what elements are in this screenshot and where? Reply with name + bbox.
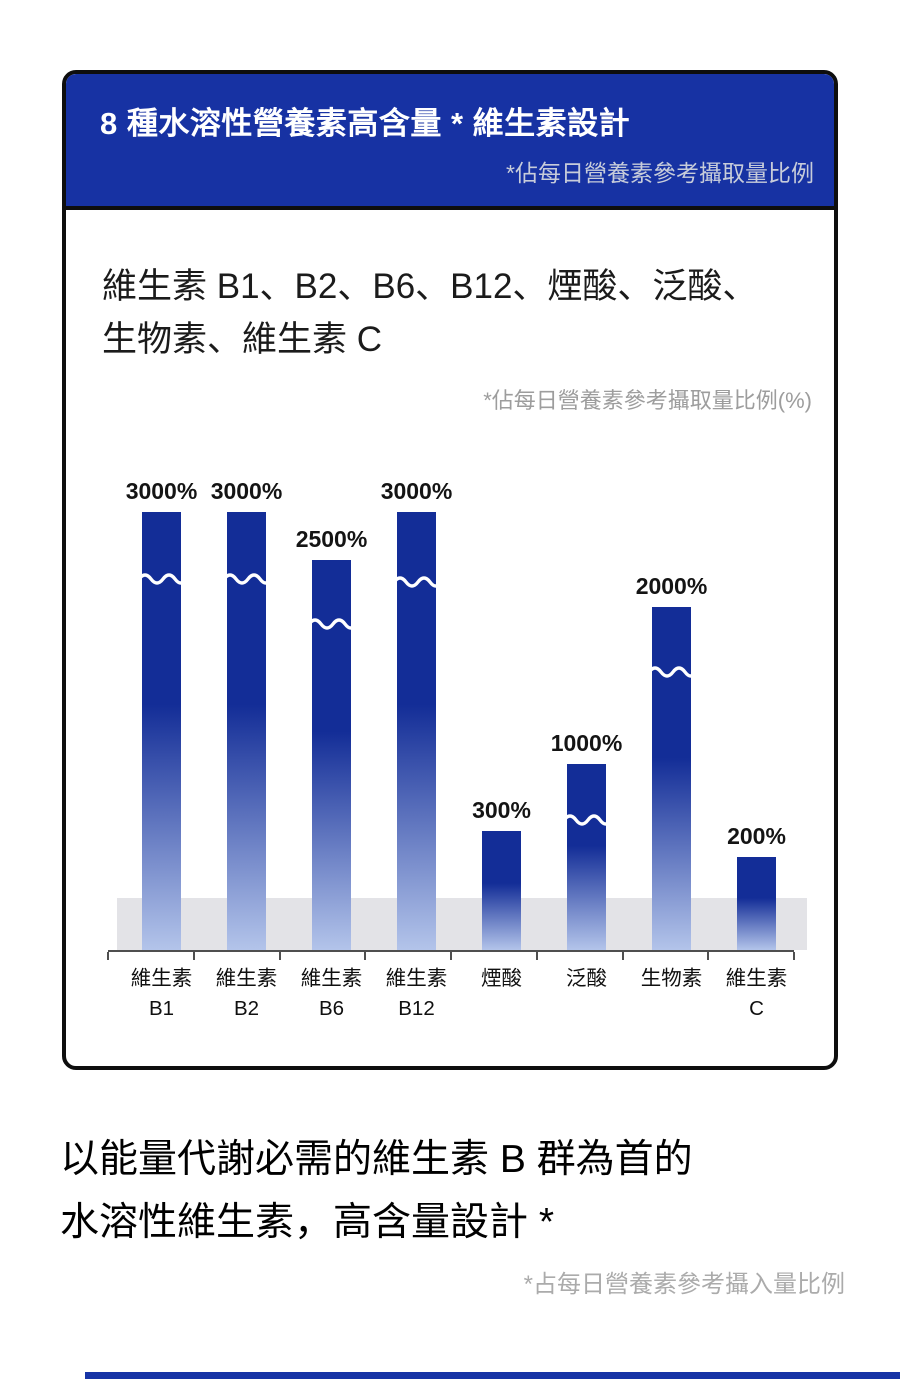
axis-tick xyxy=(535,951,538,960)
category-label: 維生素 B1 xyxy=(130,966,193,1021)
chart-bars-area: 3000% 3000% 2500% 3000% 300% 1000% 2000% 200% xyxy=(117,472,807,950)
bar-column: 2000% xyxy=(629,573,714,950)
axis-tick xyxy=(107,951,109,960)
card-body: 維生素 B1、B2、B6、B12、煙酸、泛酸、 生物素、維生素 C *佔每日營養… xyxy=(66,210,834,1025)
axis-break-wave-icon xyxy=(221,572,272,585)
lead-line-1: 維生素 B1、B2、B6、B12、煙酸、泛酸、 xyxy=(102,267,758,307)
bar-value-label: 3000% xyxy=(125,477,198,504)
bar xyxy=(391,511,442,950)
axis-tick xyxy=(192,951,195,960)
bar xyxy=(737,856,776,950)
bar-value-label: 2500% xyxy=(295,525,368,552)
bar xyxy=(561,763,612,950)
bar xyxy=(646,606,697,950)
axis-break-wave-icon xyxy=(561,813,612,826)
footer-note: *占每日營養素參考攝入量比例 xyxy=(523,1271,845,1299)
axis-tick xyxy=(707,951,710,960)
category-label: 生物素 xyxy=(640,966,703,990)
x-axis-labels: 維生素 B1 維生素 B2 維生素 B6 維生素 B12 煙酸 泛酸 生物素 維生素 C xyxy=(119,964,799,1026)
bar-value-label: 300% xyxy=(472,796,531,823)
bar-column: 1000% xyxy=(544,730,629,950)
axis-tick xyxy=(364,951,367,960)
axis-tick xyxy=(621,951,624,960)
bar-value-label: 3000% xyxy=(210,477,283,504)
footer-text: 以能量代謝必需的維生素 B 群為首的 水溶性維生素，高含量設計 * xyxy=(60,1128,845,1254)
axis-tick xyxy=(793,951,795,960)
bar-column: 3000% xyxy=(374,478,459,950)
info-card: 8 種水溶性營養素高含量 * 維生素設計 *佔每日營養素參考攝取量比例 維生素 … xyxy=(62,70,838,1070)
bar-value-label: 2000% xyxy=(635,572,708,599)
bar-value-label: 1000% xyxy=(550,729,623,756)
card-header-note: *佔每日營養素參考攝取量比例 xyxy=(506,160,814,187)
next-section-strip xyxy=(85,1372,900,1379)
bar-column: 3000% xyxy=(204,478,289,950)
footer-line-1: 以能量代謝必需的維生素 B 群為首的 xyxy=(60,1138,693,1181)
axis-break-wave-icon xyxy=(391,575,442,588)
category-label: 泛酸 xyxy=(566,966,607,990)
bar-column: 200% xyxy=(714,823,799,950)
category-label: 維生素 B12 xyxy=(385,966,448,1021)
vitamin-bar-chart: 3000% 3000% 2500% 3000% 300% 1000% 2000% 200% 維… xyxy=(107,472,807,1026)
lead-line-2: 生物素、維生素 C xyxy=(102,320,383,360)
category-label: 維生素 C xyxy=(725,966,788,1021)
bar-value-label: 3000% xyxy=(380,477,453,504)
bar xyxy=(221,511,272,950)
axis-break-wave-icon xyxy=(646,665,697,678)
x-axis xyxy=(107,949,795,962)
card-title: 8 種水溶性營養素高含量 * 維生素設計 xyxy=(100,106,631,141)
category-label: 煙酸 xyxy=(481,966,522,990)
axis-tick xyxy=(450,951,452,960)
footer-line-2: 水溶性維生素，高含量設計 * xyxy=(60,1201,555,1245)
footer: 以能量代謝必需的維生素 B 群為首的 水溶性維生素，高含量設計 * *占每日營養… xyxy=(60,1128,845,1299)
bar-column: 3000% xyxy=(119,478,204,950)
bar-value-label: 200% xyxy=(727,822,786,849)
bar-column: 2500% xyxy=(289,526,374,950)
axis-break-wave-icon xyxy=(306,617,357,630)
category-label: 維生素 B2 xyxy=(215,966,278,1021)
card-header: 8 種水溶性營養素高含量 * 維生素設計 *佔每日營養素參考攝取量比例 xyxy=(66,74,834,211)
bar xyxy=(136,511,187,950)
bar xyxy=(306,559,357,950)
axis-tick xyxy=(278,951,281,960)
chart-unit-note: *佔每日營養素參考攝取量比例(%) xyxy=(483,387,812,413)
bar xyxy=(482,830,521,950)
axis-break-wave-icon xyxy=(136,572,187,585)
lead-text: 維生素 B1、B2、B6、B12、煙酸、泛酸、 生物素、維生素 C xyxy=(102,260,818,366)
category-label: 維生素 B6 xyxy=(300,966,363,1021)
bar-column: 300% xyxy=(459,797,544,950)
